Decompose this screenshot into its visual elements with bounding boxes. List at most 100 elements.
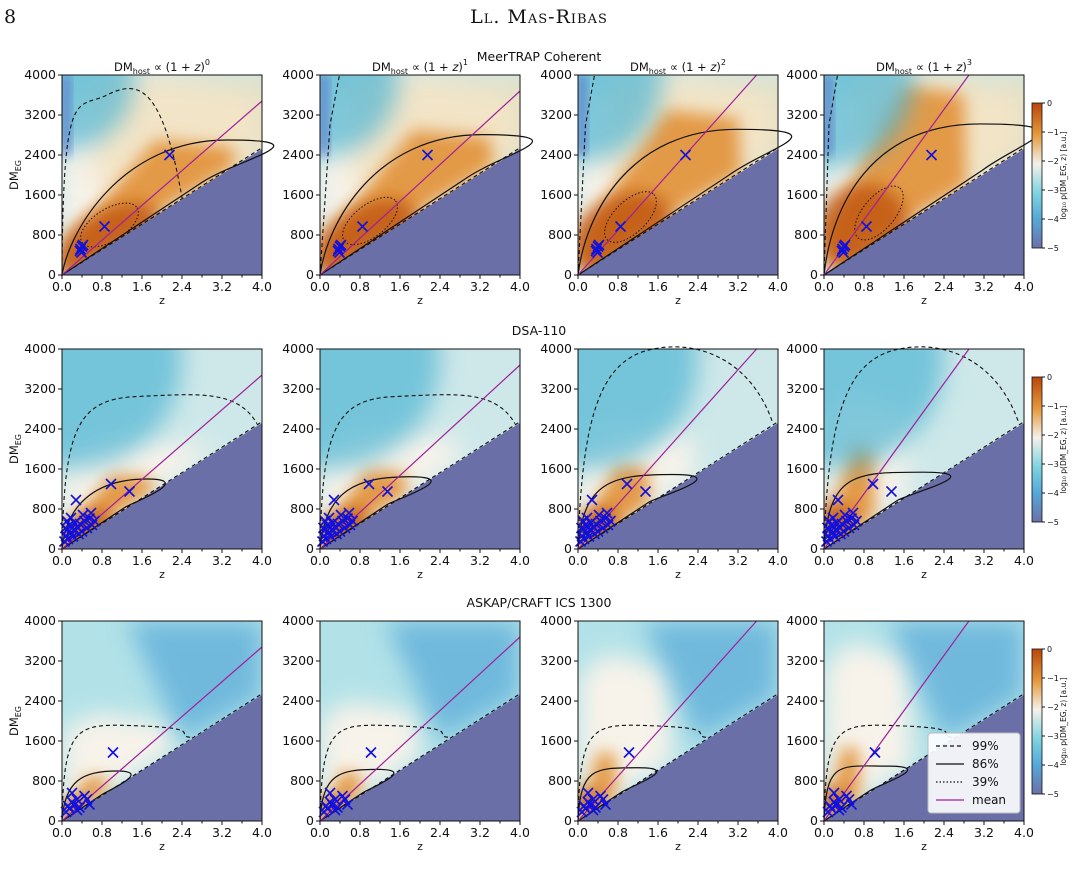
y-axis-label: DMEG [7,434,23,464]
contour-39 [80,202,139,248]
x-tick-label: 3.2 [212,279,232,294]
x-tick-label: 1.6 [648,279,668,294]
x-tick-label: 0.0 [568,825,588,840]
frb-marker [839,509,851,521]
x-tick-label: 0.8 [854,279,874,294]
contour-99 [823,74,839,276]
panel-1-2: 0.0 0.8 1.6 2.4 3.2 4.0 0 800 1600 2400 3200 4000 z D… [282,58,533,307]
frb-marker [592,525,604,538]
colorbar-tick-label: −5 [1047,244,1059,253]
figure-grid: MeerTRAP Coherent 0.0 0.8 1.6 2.4 3.2 4.0 0 800 1… [7,49,1068,853]
y-tick-label: 1600 [24,733,56,748]
frb-marker [599,798,612,811]
y-tick-label: 4000 [24,67,56,82]
x-tick-label: 0.8 [608,825,628,840]
x-tick-label: 3.2 [470,279,490,294]
colorbar-tick-label: −3 [1047,186,1059,195]
frb-marker [614,220,627,233]
frb-marker [586,494,598,506]
density-cyan-corner [578,75,663,162]
y-tick-label: 2400 [24,693,56,708]
frb-marker [604,515,617,527]
x-axis-label: z [921,294,927,307]
frb-marker [365,746,377,759]
y-tick-label: 2400 [24,147,56,162]
x-tick-label: 2.4 [934,825,954,840]
contour-86 [61,770,132,823]
frb-marker [77,239,89,251]
contour-99-lower [823,147,1025,276]
y-tick-label: 0 [810,813,818,828]
density-cyan-corner [320,349,440,469]
frb-marker [590,245,602,257]
frb-marker [324,787,336,799]
x-tick-label: 4.0 [510,553,530,568]
x-tick-label: 3.2 [974,279,994,294]
frb-marker [836,245,848,257]
frb-marker [105,478,117,490]
colorbar-tick-label: −5 [1047,790,1059,799]
y-tick-label: 1600 [786,733,818,748]
x-tick-label: 2.4 [172,825,192,840]
frb-marker [328,494,340,506]
y-tick-label: 3200 [786,381,818,396]
y-tick-label: 1600 [786,187,818,202]
frb-marker [833,804,845,816]
density-cyan-corner [62,75,135,150]
frb-marker [827,512,839,524]
mean-line [577,74,758,276]
colorbar-tick-label: −3 [1047,732,1059,741]
density-cyan-corner [824,349,944,469]
frb-marker [76,525,88,538]
frb-marker [860,220,873,233]
y-tick-label: 800 [548,773,572,788]
contour-86 [61,139,275,277]
y-tick-label: 1600 [24,187,56,202]
y-tick-label: 0 [48,267,56,282]
panel-3-3: 0.0 0.8 1.6 2.4 3.2 4.0 0 800 1600 2400 3200 4000 z [540,613,788,853]
contour-86 [319,134,533,277]
frb-marker [85,507,97,519]
y-tick-label: 0 [564,541,572,556]
mean-line [319,90,521,276]
x-tick-label: 4.0 [510,279,530,294]
y-axis-label: DMEG [7,706,23,736]
heatmap [578,349,778,549]
y-tick-label: 0 [48,813,56,828]
frb-marker [925,149,938,161]
y-tick-label: 3200 [24,107,56,122]
colorbar-tick-label: −3 [1047,460,1059,469]
column-title: DMhost ∝ (1 + z)1 [372,58,468,76]
x-tick-label: 1.6 [648,825,668,840]
colorbar: 0 −1 −2 −3 −4 −5 log₁₀ p(DM_EG, z) [a.u.] [1031,645,1068,799]
frb-marker [329,793,341,806]
x-tick-label: 4.0 [1014,825,1034,840]
y-tick-label: 800 [290,501,314,516]
y-tick-label: 0 [306,541,314,556]
heatmap [320,621,520,821]
y-tick-label: 0 [564,267,572,282]
y-tick-label: 3200 [282,107,314,122]
legend-label: 39% [972,775,999,789]
contour-99 [319,394,516,550]
y-tick-label: 2400 [282,147,314,162]
mean-line [577,620,758,822]
frb-marker [587,804,599,816]
heatmap [824,349,1024,549]
y-tick-label: 1600 [24,461,56,476]
x-tick-label: 4.0 [1014,553,1034,568]
y-tick-label: 4000 [540,613,572,628]
y-tick-label: 2400 [540,421,572,436]
y-tick-label: 4000 [24,341,56,356]
y-tick-label: 1600 [282,461,314,476]
x-tick-label: 1.6 [132,825,152,840]
frb-marker [88,515,101,527]
x-tick-label: 0.8 [92,825,112,840]
y-axis-label: DMEG [7,160,23,190]
y-tick-label: 3200 [282,653,314,668]
contour-99-lower [577,421,779,550]
frb-marker [847,507,859,519]
x-axis-label: z [675,568,681,581]
frb-marker [593,239,605,251]
frb-marker [334,525,346,538]
